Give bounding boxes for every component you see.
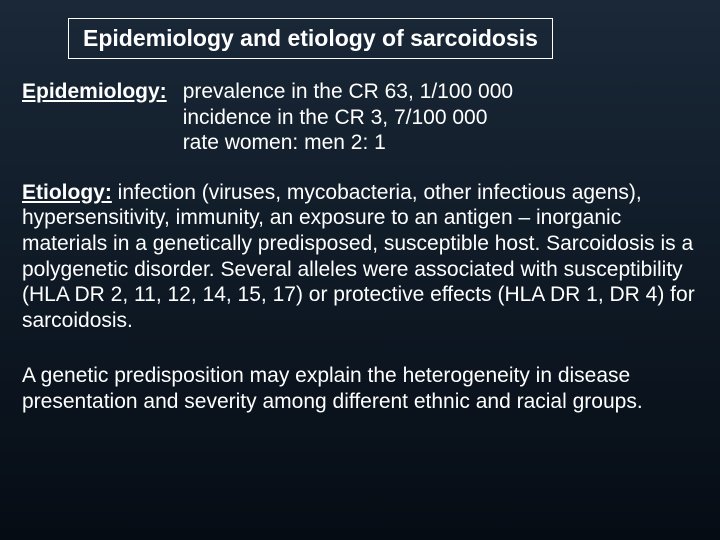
epidemiology-lines: prevalence in the CR 63, 1/100 000 incid… <box>183 79 698 156</box>
epidemiology-line-2: incidence in the CR 3, 7/100 000 <box>183 105 698 131</box>
epidemiology-line-1: prevalence in the CR 63, 1/100 000 <box>183 79 698 105</box>
epidemiology-line-3: rate women: men 2: 1 <box>183 130 698 156</box>
etiology-section: Etiology: infection (viruses, mycobacter… <box>22 180 698 334</box>
slide-title-box: Epidemiology and etiology of sarcoidosis <box>68 18 553 59</box>
etiology-text: infection (viruses, mycobacteria, other … <box>22 181 695 332</box>
genetic-note: A genetic predisposition may explain the… <box>22 363 698 414</box>
epidemiology-section: Epidemiology: prevalence in the CR 63, 1… <box>22 79 698 156</box>
epidemiology-label-wrap: Epidemiology: <box>22 79 183 105</box>
etiology-label: Etiology: <box>22 181 112 204</box>
slide-title: Epidemiology and etiology of sarcoidosis <box>83 25 538 51</box>
epidemiology-label: Epidemiology: <box>22 80 167 103</box>
